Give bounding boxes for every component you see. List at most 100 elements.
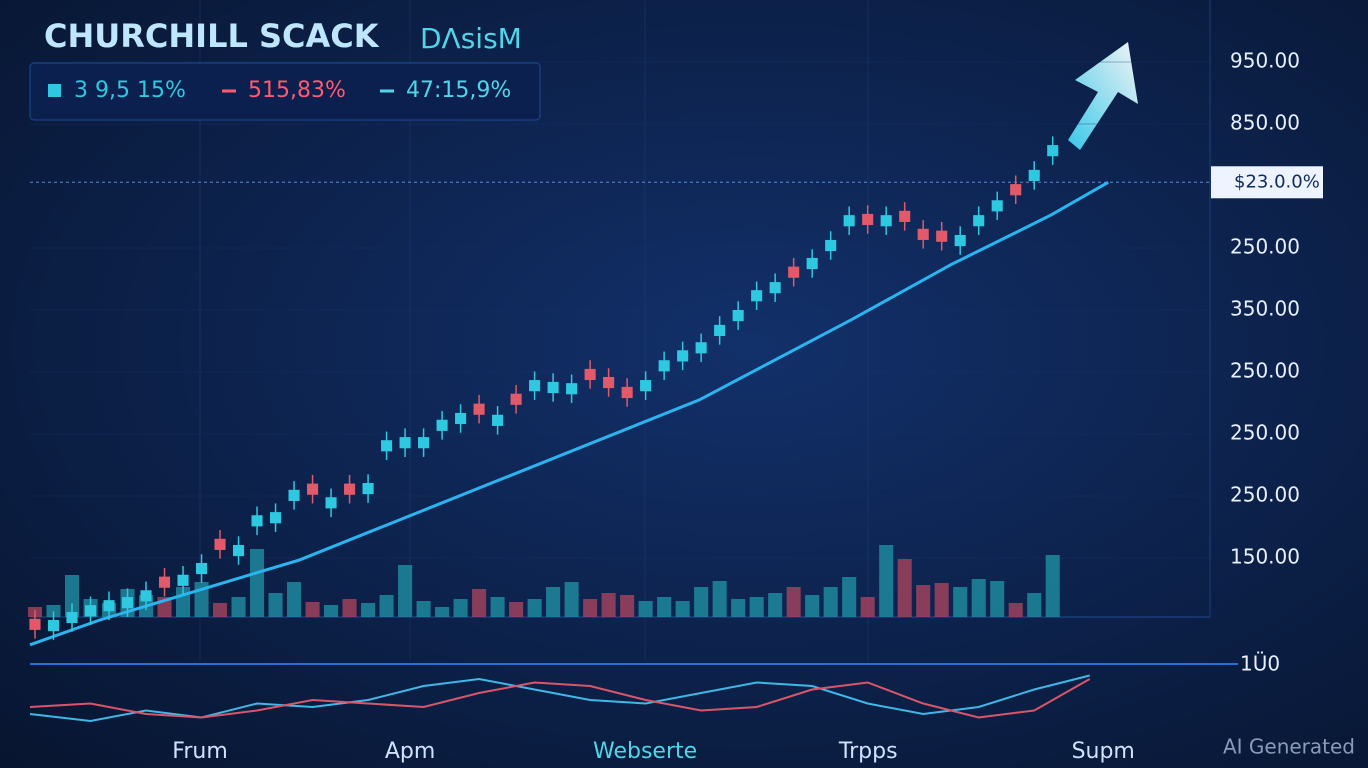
trend-arrow [1068,42,1138,150]
price-tag-label: $23.0.0% [1234,171,1320,192]
volume-bar [490,597,505,617]
candle-body [362,482,374,495]
volume-bar [361,603,376,617]
y-tick-label: 250.00 [1230,235,1300,259]
candle-body [84,605,97,617]
volume-bar [860,597,875,617]
divider-label: 1Ü0 [1240,652,1280,676]
x-tick-label: Supm [1072,739,1135,764]
legend-swatch [48,84,61,97]
candle-body [418,437,430,449]
candle-body [584,368,596,381]
candle-body [1028,169,1040,182]
candle-body [1047,145,1059,157]
candle-body [547,381,559,394]
candle-body [492,414,504,426]
volume-bar [287,582,302,617]
candle-body [381,440,393,452]
oscillator-line [29,678,1091,719]
volume-bar [64,575,80,617]
volume-bar [416,601,431,617]
moving-average [29,180,1109,647]
candle-body [529,380,541,392]
volume-bar [268,593,283,617]
candle-body [751,290,763,302]
volume-bar [601,593,616,617]
candle-body [677,350,689,362]
volume-bar [638,601,653,617]
x-tick-label: Frum [172,739,227,764]
candle-body [436,419,448,431]
y-tick-label: 850.00 [1230,111,1300,135]
x-tick-label: Apm [385,739,435,764]
candle-body [825,239,837,252]
candle-body [714,324,726,337]
volume-bar [546,587,561,617]
candle-body [954,234,966,247]
volume-bar [675,601,690,617]
volume-bar [1045,555,1060,617]
volume-bar [1008,603,1023,617]
volume-bar [749,597,764,617]
y-tick-label: 250.00 [1230,421,1300,445]
candle-body [473,403,485,415]
candle-body [510,393,522,405]
candle-body [603,376,615,389]
candle-body [1010,184,1022,196]
legend-box [29,62,541,121]
volume-bar [916,585,931,617]
candle-body [47,620,60,632]
volume-bar [953,587,968,617]
price-tag-box [1211,166,1323,199]
volume-bar [990,581,1005,617]
volume-bar [583,599,598,617]
volume-bar [805,595,820,617]
volume-bar [231,597,246,617]
volume-bar [213,603,228,617]
volume-bar [971,579,986,617]
volume-bar [934,583,949,617]
volume-bar [657,597,672,617]
candle-body [288,489,300,501]
candle-body [880,215,892,227]
volume-bar [527,599,542,617]
watermark: AI Generated [1223,735,1355,759]
candle-body [344,483,356,495]
volume-bar [620,595,635,617]
volume-bar [324,605,339,617]
x-tick-label: Webserte [593,739,697,764]
candle-body [973,215,985,227]
volume-bar [472,589,487,617]
volume-bar [305,602,320,617]
volume-bar [786,587,801,617]
candle-body [195,562,208,575]
candle-body [640,380,652,392]
candle-body [769,282,781,294]
volume-bar [694,587,709,617]
candle-body [806,257,818,270]
oscillator-line [29,674,1090,723]
volume-bar [879,545,894,617]
candle-body [140,590,152,602]
candle-body [307,483,319,495]
volume-bar [379,595,394,617]
volume-bar [509,602,524,617]
candle-body [566,383,578,395]
volume-bar [823,587,838,617]
candle-body [251,515,263,527]
x-tick-label: Trpps [838,739,898,764]
chart-subtitle: DΛsisM [420,22,522,55]
candle-body [325,497,337,509]
y-tick-label: 350.00 [1230,297,1300,321]
volume-bar [342,599,357,617]
chart-title: CHURCHILL SCACK [44,17,380,55]
candle-body [917,228,929,240]
candle-body [936,230,948,242]
candle-body [788,266,800,278]
volume-bar [46,605,61,617]
legend-label: 515,83% [248,78,346,103]
volume-bar [398,565,413,617]
volume-bar [731,599,746,617]
candle-body [399,437,411,449]
